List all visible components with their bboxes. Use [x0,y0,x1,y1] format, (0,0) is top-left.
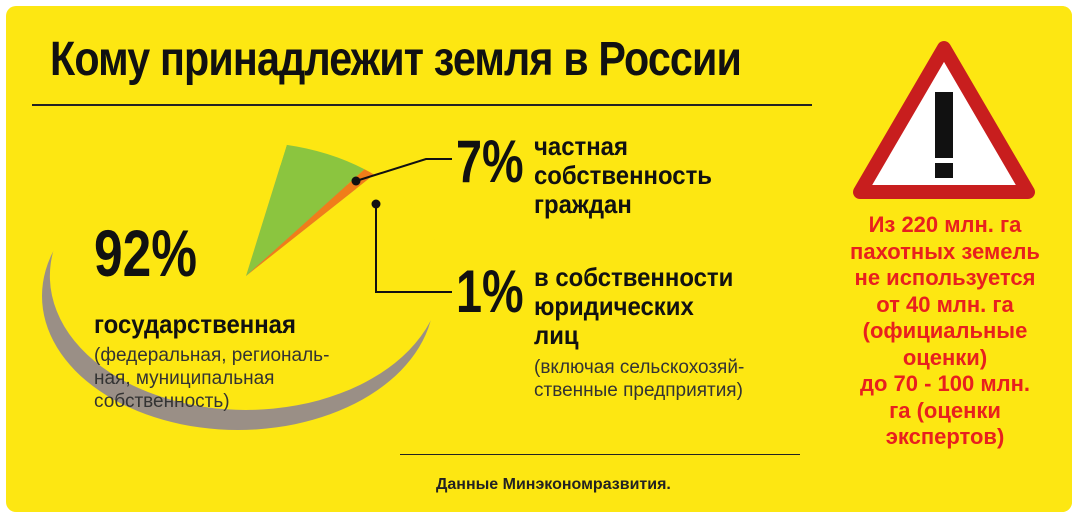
warning-text: Из 220 млн. га пахотных земель не исполь… [850,212,1040,449]
slice-label-private: частная собственность граждан [534,131,713,219]
slice-note-legal: (включая сельскохозяй- ственные предприя… [534,357,745,401]
pie-slice-legal [246,169,375,276]
infographic-frame: Кому принадлежит земля в России 92% госу… [6,6,1072,512]
slice-note-state: (федеральная, региональ- ная, муниципаль… [94,345,330,412]
pie-group [42,141,442,430]
pie-chart [42,6,1072,512]
title-divider [32,104,1054,106]
slice-label-pct-private: 7% [456,128,524,195]
leader-line-legal [375,204,452,293]
slice-label-legal: в собственности юридических лиц [534,262,734,350]
source-note: Данные Минэкономразвития. [436,476,671,493]
leader-line-private [355,158,452,182]
slice-label-pct-state: 92% [94,216,198,290]
leader-lines [351,158,452,293]
page-title: Кому принадлежит земля в России [50,33,742,86]
slice-label-pct-legal: 1% [456,258,524,325]
source-divider [400,454,800,455]
pie-slice-state [49,141,442,410]
slice-label-state: государственная [94,309,296,339]
warning-triangle-icon [853,41,1035,199]
pie-slice-private [246,144,365,276]
